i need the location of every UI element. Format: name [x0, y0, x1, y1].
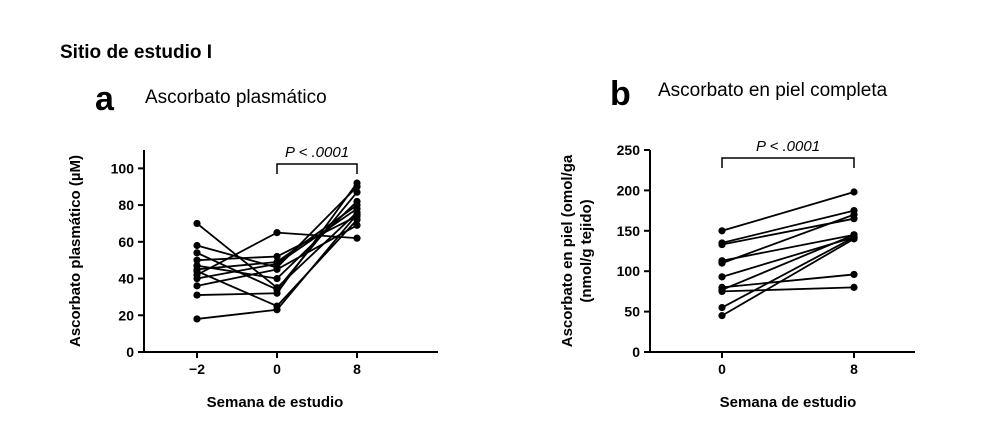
series-line — [721, 238, 855, 317]
y-tick-label: 40 — [118, 271, 134, 287]
data-point — [850, 235, 858, 243]
y-tick-label: 60 — [118, 234, 134, 250]
significance-label: P < .0001 — [756, 138, 820, 155]
data-point — [353, 210, 361, 218]
data-point — [718, 227, 726, 235]
data-point — [718, 259, 726, 267]
site-title: Sitio de estudio I — [60, 42, 213, 63]
panel-letter-a: a — [95, 80, 114, 118]
data-point — [273, 229, 281, 237]
data-point — [193, 291, 201, 299]
data-point — [718, 240, 726, 249]
y-tick-label: 250 — [617, 142, 641, 158]
data-point — [718, 312, 726, 320]
y-axis-label: Ascorbato plasmático (µM) — [67, 155, 84, 347]
chart-a: 0 20 40 60 80 100 −2 0 8 P < .0001 Semana de estud… — [67, 144, 438, 411]
data-point — [850, 283, 858, 291]
data-point — [850, 270, 858, 279]
x-tick-label: 8 — [353, 361, 361, 377]
panel-title-b: Ascorbato en piel completa — [658, 80, 888, 101]
significance-label: P < .0001 — [285, 144, 349, 161]
y-tick-label: 100 — [111, 160, 135, 176]
data-point — [353, 188, 361, 196]
panel-title-a: Ascorbato plasmático — [145, 87, 327, 108]
series-line — [721, 233, 855, 262]
data-point — [718, 287, 726, 295]
y-axis-label: (nmol/g tejido) — [578, 199, 595, 302]
data-point — [353, 179, 361, 187]
x-tick-label: 8 — [850, 361, 858, 377]
data-point — [353, 205, 361, 213]
data-point — [850, 188, 858, 196]
y-axis-label: Ascorbato en piel (omol/ga — [559, 154, 576, 347]
data-point — [353, 234, 361, 242]
series-line — [721, 191, 855, 232]
data-point — [193, 241, 201, 250]
series-line — [721, 209, 855, 244]
data-point — [273, 289, 281, 297]
data-point — [273, 306, 281, 314]
data-point — [273, 260, 281, 268]
data-point — [353, 216, 361, 224]
series-line — [721, 213, 855, 264]
series-line — [721, 234, 855, 291]
x-tick-label: 0 — [273, 361, 281, 377]
y-tick-label: 20 — [118, 307, 134, 323]
y-tick-label: 0 — [126, 344, 134, 360]
y-tick-label: 100 — [617, 263, 641, 279]
significance-bracket — [721, 157, 855, 168]
series-line — [721, 286, 855, 293]
data-point — [193, 219, 201, 228]
data-point — [718, 303, 726, 312]
panel-letter-b: b — [610, 75, 631, 113]
x-tick-label: −2 — [189, 361, 205, 377]
data-point — [273, 252, 281, 261]
x-axis-label: Semana de estudio — [207, 394, 344, 411]
y-tick-label: 200 — [617, 182, 641, 198]
series-line — [721, 273, 855, 289]
data-point — [193, 274, 201, 283]
data-point — [850, 211, 858, 219]
x-tick-label: 0 — [718, 361, 726, 377]
chart-b: 0 50 100 150 200 250 0 8 P < .0001 Semana de estu… — [559, 138, 915, 411]
significance-bracket — [276, 163, 358, 174]
data-point — [718, 273, 726, 281]
x-axis-label: Semana de estudio — [720, 394, 857, 411]
y-tick-label: 150 — [617, 223, 641, 239]
y-tick-label: 80 — [118, 197, 134, 213]
y-tick-label: 50 — [624, 304, 640, 320]
data-point — [193, 315, 201, 323]
data-point — [353, 221, 361, 229]
data-point — [193, 256, 201, 264]
data-point — [193, 282, 201, 290]
data-point — [273, 274, 281, 283]
series-line — [721, 236, 855, 309]
data-point — [273, 265, 281, 273]
data-point — [193, 249, 201, 257]
y-tick-label: 0 — [632, 344, 640, 360]
